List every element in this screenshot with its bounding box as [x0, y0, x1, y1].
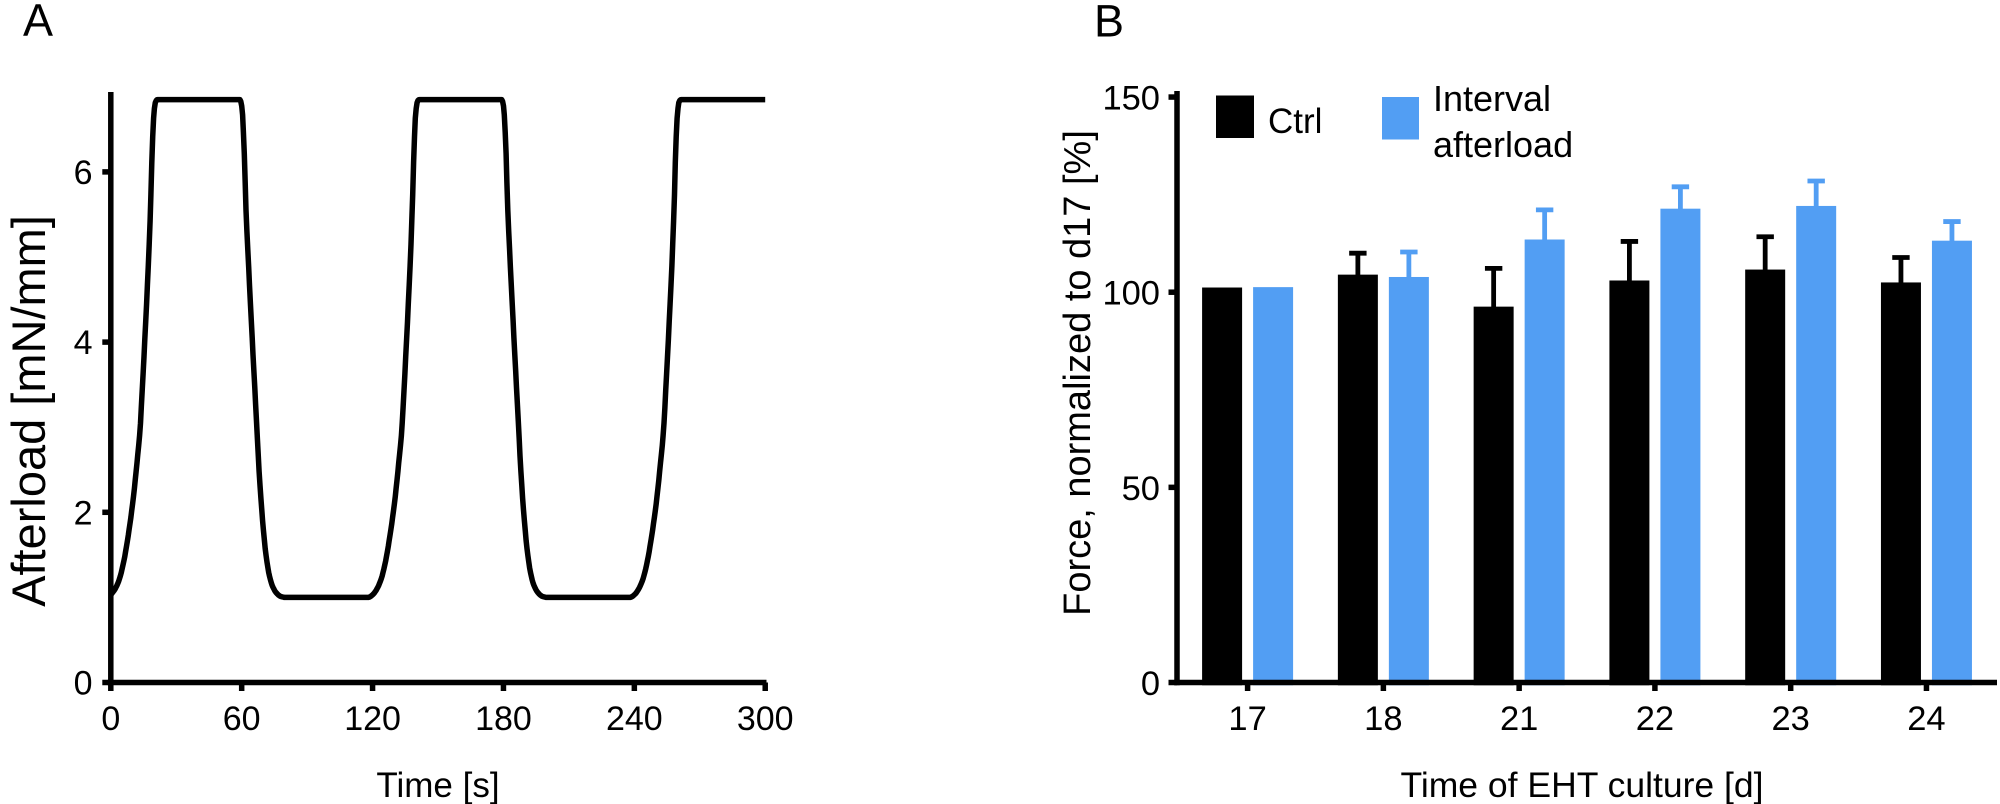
x-tick-label-a: 300 — [737, 700, 794, 738]
y-axis-label-b: Force, normalized to d17 [%] — [1057, 130, 1099, 616]
bar-ctrl-d17 — [1202, 287, 1243, 686]
x-tick-label-a: 120 — [344, 700, 401, 738]
x-tick-label-b: 23 — [1771, 700, 1809, 738]
bar-interval-afterload-d23 — [1796, 205, 1837, 686]
afterload-curve — [108, 96, 768, 601]
bar-ctrl-d18 — [1337, 274, 1378, 686]
y-tick-label-a: 4 — [74, 324, 93, 362]
y-tick-label-a: 2 — [74, 494, 93, 532]
bar-chart-force: 0 50 100 150 17 18 21 22 23 24 Time of EHT culture… — [1057, 78, 1997, 804]
x-tick-label-b: 22 — [1636, 700, 1674, 738]
legend-swatch-interval-afterload — [1382, 97, 1419, 140]
bar-interval-afterload-d17 — [1253, 287, 1294, 686]
x-tick-label-a: 180 — [475, 700, 532, 738]
legend-swatch-ctrl — [1216, 95, 1254, 138]
bar-ctrl-d23 — [1745, 269, 1786, 686]
bar-interval-afterload-d24 — [1931, 240, 1972, 686]
x-axis-label-a: Time [s] — [376, 766, 499, 804]
legend-label: Ctrl — [1268, 102, 1322, 141]
y-tick-label-b: 100 — [1102, 275, 1160, 313]
x-tick-label-b: 18 — [1364, 700, 1402, 738]
panel-a-label: A — [23, 0, 53, 46]
x-tick-label-a: 60 — [223, 700, 261, 738]
x-tick-label-b: 24 — [1907, 700, 1945, 738]
y-tick-label-a: 6 — [74, 154, 93, 192]
bar-ctrl-d22 — [1609, 280, 1650, 686]
x-tick-label-b: 21 — [1500, 700, 1538, 738]
bar-interval-afterload-d21 — [1524, 239, 1565, 686]
y-tick-label-a: 0 — [74, 665, 93, 703]
bar-ctrl-d21 — [1473, 306, 1514, 686]
bar-interval-afterload-d22 — [1660, 208, 1701, 686]
x-tick-label-a: 0 — [101, 700, 120, 738]
legend-label: Interval — [1433, 78, 1551, 119]
y-axis-label-a: Afterload [mN/mm] — [2, 215, 55, 607]
x-tick-label-a: 240 — [606, 700, 663, 738]
bar-interval-afterload-d18 — [1388, 276, 1429, 686]
x-axis-label-b: Time of EHT culture [d] — [1400, 765, 1763, 804]
y-tick-label-b: 0 — [1141, 665, 1160, 703]
bar-ctrl-d24 — [1880, 282, 1921, 686]
y-tick-label-b: 150 — [1102, 80, 1160, 118]
panel-b-label: B — [1094, 0, 1124, 47]
legend-label: afterload — [1433, 124, 1573, 165]
x-tick-label-b: 17 — [1228, 700, 1266, 738]
y-tick-label-b: 50 — [1122, 470, 1160, 508]
